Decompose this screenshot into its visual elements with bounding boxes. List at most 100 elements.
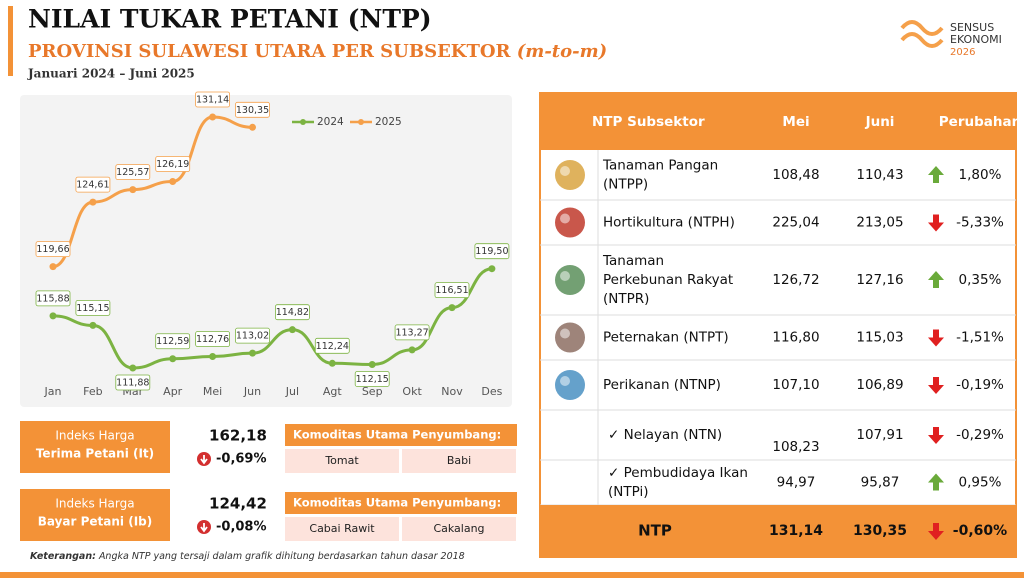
point [49, 312, 57, 320]
row-icon [555, 265, 585, 295]
point [249, 123, 256, 131]
x-tick-label: Apr [163, 385, 183, 398]
row-name: Tanaman [602, 253, 664, 269]
value-label-bg [474, 243, 510, 260]
x-tick-label: Nov [441, 385, 463, 398]
down-arrow [928, 214, 944, 232]
period: Januari 2024 – Juni 2025 [27, 67, 195, 81]
series-line [52, 267, 493, 370]
title: NILAI TUKAR PETANI (NTP) [28, 5, 432, 34]
cell-may: 107,10 [772, 377, 819, 393]
point [49, 263, 57, 271]
up-arrow [928, 271, 944, 288]
legend-label: 2024 [317, 116, 344, 128]
row-icon-detail [560, 271, 570, 281]
chart-bg [20, 95, 512, 407]
value-label-bg [35, 241, 71, 258]
table-header: Perubahan [939, 114, 1021, 130]
cell-may: 225,04 [772, 215, 819, 231]
index-value-bg [170, 421, 280, 473]
cell-may: 108,23 [772, 439, 819, 455]
cell-june: 95,87 [861, 475, 900, 491]
point [408, 346, 416, 354]
total-change: -0,60% [953, 523, 1007, 539]
row-name: (NTPi) [608, 484, 648, 500]
commodity-cell [402, 449, 516, 473]
table-header: Mei [782, 114, 809, 130]
table-header: Juni [865, 114, 895, 130]
logo-text: 2026 [950, 47, 975, 58]
commodity: Babi [447, 454, 471, 467]
row-icon-detail [560, 376, 570, 386]
commodity: Cakalang [433, 522, 484, 535]
down-icon-arrow [200, 455, 208, 465]
subtitle-main: PROVINSI SULAWESI UTARA PER SUBSEKTOR [28, 41, 512, 62]
point [89, 198, 97, 206]
row-name: ✓ Nelayan (NTN) [608, 427, 722, 443]
value-label: 112,15 [356, 374, 389, 385]
value-label-bg [115, 164, 151, 180]
point [249, 349, 256, 357]
row-name: Tanaman Pangan [602, 158, 718, 174]
commodity-header-bg [285, 424, 517, 446]
logo-text: EKONOMI [950, 33, 1002, 46]
cell-change: 0,95% [959, 475, 1002, 491]
cell-may: 126,72 [772, 272, 819, 288]
row-icon-detail [560, 213, 570, 224]
table-header-bg [540, 93, 1016, 150]
value-label-bg [314, 337, 350, 354]
point [169, 178, 177, 186]
point [129, 364, 137, 372]
down-arrow [928, 329, 944, 347]
cell-june: 110,43 [856, 167, 903, 183]
x-tick-label: Mei [203, 385, 222, 398]
value-label-bg [195, 91, 231, 108]
value-label-bg [75, 299, 111, 316]
value-label-bg [235, 327, 270, 344]
value-label-bg [235, 101, 270, 118]
legend-dot [300, 119, 306, 125]
commodity-header: Komoditas Utama Penyumbang: [293, 496, 501, 510]
row-name: (NTPP) [603, 177, 648, 193]
table-header: NTP Subsektor [592, 114, 705, 130]
down-arrow [928, 377, 944, 394]
value-label-bg [274, 304, 310, 321]
commodity-header-bg [285, 492, 517, 514]
index-label: Indeks Harga [55, 497, 134, 511]
value-label: 130,35 [236, 105, 269, 116]
cell-june: 107,91 [856, 427, 903, 443]
commodity-cell [402, 517, 516, 541]
logo: SENSUS EKONOMI 2026 [900, 20, 1002, 58]
index-value: 162,18 [209, 427, 267, 445]
point [209, 113, 217, 121]
row-icon-detail [560, 166, 570, 176]
point [488, 265, 496, 273]
logo-mark [900, 20, 944, 48]
cell-change: -0,19% [956, 377, 1004, 393]
value-label: 119,50 [475, 246, 508, 257]
value-label: 111,88 [116, 378, 149, 389]
row-icon [555, 207, 585, 238]
row-icon [555, 322, 585, 353]
x-tick-label: Okt [402, 385, 422, 398]
index-label-bg [20, 489, 170, 541]
value-label: 126,19 [156, 159, 189, 170]
value-label: 114,82 [276, 307, 309, 318]
value-label-bg [195, 331, 231, 347]
cell-may: 94,97 [777, 475, 816, 491]
total-may: 131,14 [769, 523, 823, 539]
point [328, 359, 336, 367]
value-label-bg [394, 324, 430, 341]
value-label-bg [354, 371, 390, 387]
row-name: Peternakan (NTPT) [603, 330, 729, 346]
index-change: -0,08% [216, 520, 267, 535]
cell-june: 106,89 [856, 377, 903, 393]
row-name: Perkebunan Rakyat [603, 272, 733, 288]
commodity-header: Komoditas Utama Penyumbang: [293, 428, 501, 442]
point [209, 353, 217, 361]
row-name: ✓ Pembudidaya Ikan [608, 465, 748, 481]
commodity-cell [285, 517, 399, 541]
row-name: Hortikultura (NTPH) [603, 215, 735, 231]
index-change: -0,69% [216, 452, 267, 467]
